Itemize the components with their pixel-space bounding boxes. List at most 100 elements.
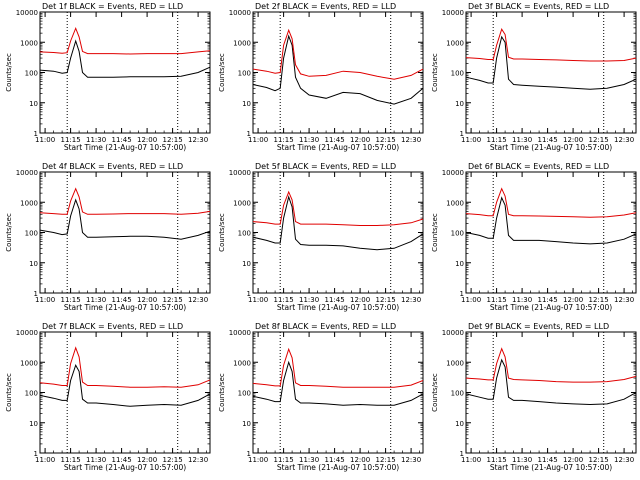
y-tick-label: 1000 [446,359,464,367]
x-axis-label: Start Time (21-Aug-07 10:57:00) [490,463,612,472]
x-tick-label: 11:00 [35,296,55,304]
x-tick-label: 12:15 [376,296,396,304]
x-tick-label: 12:30 [614,136,634,144]
x-tick-label: 11:15 [487,296,507,304]
y-axis-label: Counts/sec [218,373,226,412]
x-tick-label: 11:00 [461,456,481,464]
x-axis-label: Start Time (21-Aug-07 10:57:00) [490,143,612,152]
x-tick-label: 12:15 [163,136,183,144]
y-axis-label: Counts/sec [5,213,13,252]
x-tick-label: 12:15 [589,296,609,304]
y-tick-label: 10 [455,420,464,428]
x-tick-label: 12:30 [401,136,421,144]
y-tick-label: 100 [451,230,464,238]
y-tick-label: 1000 [233,39,251,47]
x-tick-label: 11:30 [299,296,319,304]
lld-series-line [39,26,211,55]
y-tick-label: 100 [238,390,251,398]
y-tick-label: 1000 [446,199,464,207]
events-series-line [39,363,211,407]
x-tick-label: 12:15 [376,456,396,464]
y-tick-label: 1 [247,290,251,298]
x-tick-label: 12:30 [188,456,208,464]
chart-panel: Det 5f BLACK = Events, RED = LLD 1 10 100 10… [218,162,424,312]
plot-frame [252,171,424,294]
y-tick-label: 10000 [229,329,251,337]
x-axis-label: Start Time (21-Aug-07 10:57:00) [277,143,399,152]
y-tick-label: 100 [451,70,464,78]
x-tick-label: 11:30 [299,136,319,144]
y-tick-label: 1 [34,450,38,458]
chart-title: Det 7f BLACK = Events, RED = LLD [42,322,183,331]
chart-title: Det 5f BLACK = Events, RED = LLD [255,162,396,171]
x-tick-label: 11:45 [112,136,132,144]
x-tick-label: 12:30 [614,296,634,304]
chart-panel: Det 1f BLACK = Events, RED = LLD 1 10 100 10… [5,2,211,152]
chart-title: Det 8f BLACK = Events, RED = LLD [255,322,396,331]
chart-title: Det 2f BLACK = Events, RED = LLD [255,2,396,11]
lld-series-line [465,187,637,218]
y-tick-label: 10000 [16,329,38,337]
y-tick-label: 10 [455,260,464,268]
x-tick-label: 11:15 [274,296,294,304]
x-tick-label: 11:30 [512,296,532,304]
plot-frame [39,171,211,294]
lld-series-line [39,187,211,215]
x-tick-label: 12:30 [188,136,208,144]
y-tick-label: 100 [451,390,464,398]
x-tick-label: 11:00 [35,136,55,144]
x-tick-label: 11:15 [61,136,81,144]
chart-panel: Det 7f BLACK = Events, RED = LLD 1 10 100 10… [5,322,211,472]
plot-frame [252,331,424,454]
chart-panel: Det 3f BLACK = Events, RED = LLD 1 10 100 10… [431,2,637,152]
chart-panel: Det 4f BLACK = Events, RED = LLD 1 10 100 10… [5,162,211,312]
y-tick-label: 1 [247,450,251,458]
lld-series-line [465,347,637,383]
x-tick-label: 12:00 [350,296,370,304]
chart-panel: Det 6f BLACK = Events, RED = LLD 1 10 100 10… [431,162,637,312]
events-series-line [252,195,424,251]
y-tick-label: 1000 [20,359,38,367]
y-tick-label: 10 [29,420,38,428]
x-tick-label: 11:00 [35,456,55,464]
x-tick-label: 12:30 [401,296,421,304]
events-series-line [465,358,637,406]
chart-panel: Det 8f BLACK = Events, RED = LLD 1 10 100 10… [218,322,424,472]
x-tick-label: 11:15 [274,136,294,144]
y-tick-label: 1 [34,130,38,138]
y-tick-label: 100 [25,230,38,238]
y-tick-label: 1 [247,130,251,138]
x-tick-label: 12:15 [376,136,396,144]
events-series-line [252,34,424,105]
y-tick-label: 1000 [446,39,464,47]
x-axis-label: Start Time (21-Aug-07 10:57:00) [64,303,186,312]
y-tick-label: 100 [238,230,251,238]
chart-title: Det 6f BLACK = Events, RED = LLD [468,162,609,171]
y-tick-label: 10 [29,100,38,108]
x-tick-label: 11:15 [487,456,507,464]
y-tick-label: 10000 [442,169,464,177]
x-tick-label: 11:15 [487,136,507,144]
x-axis-label: Start Time (21-Aug-07 10:57:00) [277,303,399,312]
events-series-line [465,35,637,90]
lld-series-line [252,28,424,80]
x-tick-label: 12:00 [563,136,583,144]
x-tick-label: 11:45 [112,456,132,464]
x-tick-label: 11:45 [325,456,345,464]
plot-frame [39,331,211,454]
x-tick-label: 11:45 [538,456,558,464]
y-tick-label: 1 [460,130,464,138]
x-axis-label: Start Time (21-Aug-07 10:57:00) [490,303,612,312]
y-axis-label: Counts/sec [5,373,13,412]
y-tick-label: 10 [242,260,251,268]
x-tick-label: 12:00 [137,296,157,304]
x-tick-label: 12:00 [563,456,583,464]
x-tick-label: 11:15 [61,296,81,304]
lld-series-line [252,347,424,388]
chart-title: Det 9f BLACK = Events, RED = LLD [468,322,609,331]
plot-frame [465,331,637,454]
x-tick-label: 12:15 [589,136,609,144]
y-tick-label: 10 [29,260,38,268]
y-axis-label: Counts/sec [218,213,226,252]
